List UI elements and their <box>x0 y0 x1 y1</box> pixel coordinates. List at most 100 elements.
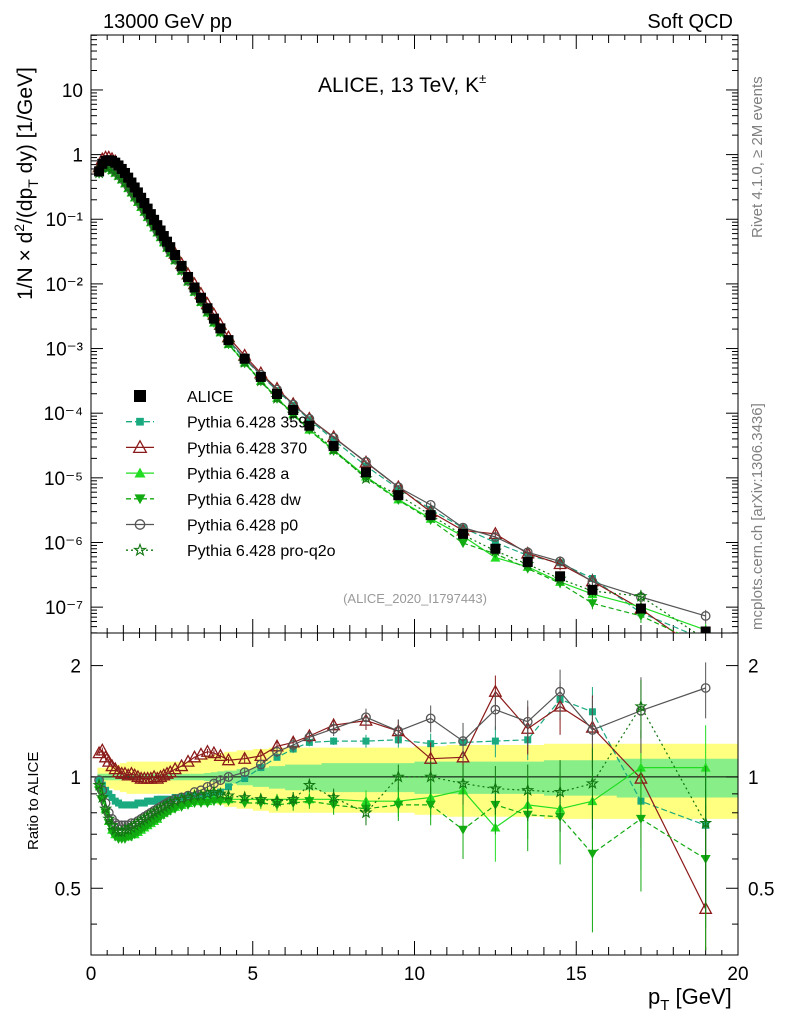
legend-label-p359: Pythia 6.428 359 <box>187 415 307 432</box>
main-series-layer <box>92 150 712 660</box>
main-point-pdw <box>701 642 711 651</box>
ratio-y-tick-label-left: 1 <box>70 768 81 789</box>
main-point-data <box>522 556 533 567</box>
ratio-point-pq2o <box>286 792 300 805</box>
main-point-p359 <box>330 436 338 444</box>
ratio-series-pq2o <box>92 679 713 913</box>
ratio-point-pdw <box>393 800 404 810</box>
legend-label-data: ALICE <box>187 389 233 406</box>
legend-marker-p370 <box>132 439 148 454</box>
ratio-point-pp0 <box>223 772 234 782</box>
main-point-data <box>145 209 156 220</box>
main-point-data <box>149 214 160 225</box>
legend-item-pp0: Pythia 6.428 p0 <box>126 518 298 535</box>
main-point-pdw <box>587 599 598 609</box>
header-left: 13000 GeV pp <box>103 11 232 33</box>
main-point-data <box>458 528 469 539</box>
ratio-point-p370 <box>168 761 182 775</box>
ratio-point-pp0 <box>255 759 266 770</box>
main-series-pdw <box>94 163 711 651</box>
legend: ALICE Pythia 6.428 359 Pythia 6.428 370 Pyt… <box>126 389 336 560</box>
ratio-point-pq2o <box>102 812 116 825</box>
main-point-data <box>208 313 219 324</box>
ratio-point-pq2o <box>163 796 177 809</box>
legend-marker-p359 <box>136 417 144 426</box>
chart-title-main: ALICE, 13 TeV, K <box>318 74 479 97</box>
chart-title-superscript: ± <box>479 71 486 86</box>
legend-marker-pdw <box>134 494 146 505</box>
ratio-point-pq2o <box>92 778 106 791</box>
ratio-point-pq2o <box>456 776 470 790</box>
legend-marker-data <box>134 390 146 402</box>
main-point-data <box>635 603 646 614</box>
main-point-data <box>425 510 436 521</box>
main-point-data <box>288 405 299 416</box>
main-point-data <box>223 335 234 346</box>
ratio-point-pq2o <box>391 770 405 783</box>
ratio-point-p359 <box>330 737 338 745</box>
main-point-pdw <box>458 539 469 549</box>
ratio-point-pp0 <box>700 683 711 693</box>
main-point-pp0 <box>522 547 533 558</box>
main-point-p370 <box>359 455 373 468</box>
main-point-data <box>202 303 213 314</box>
ratio-point-pp0 <box>239 767 250 778</box>
main-point-data <box>700 626 711 633</box>
main-point-data <box>490 543 501 554</box>
main-point-data <box>272 389 283 400</box>
main-point-data <box>189 282 200 293</box>
ratio-y-axis-label: Ratio to ALICE <box>25 752 42 850</box>
legend-label-p370: Pythia 6.428 370 <box>187 440 307 457</box>
main-y-tick-label: 10⁻² <box>46 275 84 296</box>
x-tick-label: 15 <box>566 964 587 985</box>
main-point-data <box>183 271 194 282</box>
ratio-point-p370 <box>207 745 221 759</box>
ratio-point-p370 <box>131 769 145 783</box>
analysis-id: (ALICE_2020_I1797443) <box>343 591 487 606</box>
main-point-data <box>393 490 404 501</box>
ratio-point-pq2o <box>99 801 113 815</box>
main-y-tick-label: 10⁻⁶ <box>44 533 83 554</box>
ratio-point-pq2o <box>238 790 252 804</box>
ratio-point-p370 <box>111 764 126 778</box>
ratio-point-pq2o <box>553 785 567 798</box>
main-point-data <box>136 192 147 203</box>
main-point-p359 <box>491 538 499 546</box>
legend-marker-pq2o <box>132 542 148 557</box>
main-series-data <box>94 155 711 633</box>
ratio-point-pa <box>635 762 646 772</box>
ratio-point-p370 <box>237 751 252 764</box>
ratio-point-pq2o <box>585 776 600 790</box>
main-point-pp0 <box>490 532 501 542</box>
ratio-point-pq2o <box>221 788 236 802</box>
legend-item-data: ALICE <box>134 389 233 406</box>
x-tick-label: 0 <box>86 964 97 985</box>
mcplots-source-label: mcplots.cern.ch [arXiv:1306.3436] <box>749 403 766 630</box>
ratio-point-pq2o <box>424 770 438 783</box>
ratio-point-pp0 <box>587 725 598 735</box>
legend-label-pp0: Pythia 6.428 p0 <box>187 518 298 535</box>
ratio-point-p359 <box>362 737 370 745</box>
main-y-tick-label: 10⁻³ <box>46 340 84 361</box>
ratio-point-p370 <box>194 747 208 760</box>
main-point-data <box>255 371 266 382</box>
ratio-y-tick-label-left: 2 <box>70 657 81 678</box>
ratio-point-pdw <box>183 800 194 810</box>
ratio-point-p370 <box>174 758 189 772</box>
main-y-tick-label: 1 <box>72 146 83 167</box>
ratio-point-p370 <box>163 764 178 778</box>
ratio-point-pp0 <box>458 736 468 746</box>
ratio-point-pp0 <box>425 713 436 724</box>
main-point-pdw <box>635 611 646 621</box>
ratio-point-pp0 <box>490 704 501 715</box>
ratio-point-pq2o <box>95 790 109 804</box>
main-line-pdw <box>98 166 680 633</box>
main-point-data <box>176 260 187 271</box>
ratio-point-pq2o <box>359 805 373 819</box>
ratio-y-tick-label-right: 2 <box>748 657 759 678</box>
ratio-y-tick-label-right: 1 <box>748 768 759 789</box>
svg-text:1/N × d2/(dpT dy) [1/GeV]: 1/N × d2/(dpT dy) [1/GeV] <box>11 67 41 300</box>
legend-label-pq2o: Pythia 6.428 pro-q2o <box>187 543 336 560</box>
main-point-p370 <box>700 649 712 660</box>
